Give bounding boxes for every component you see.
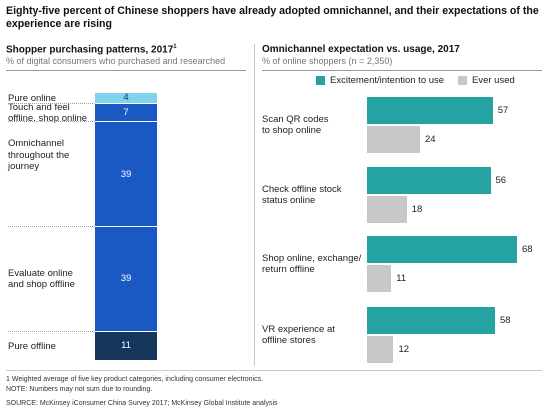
bar-excitement-1 [367,167,491,194]
category-label-line: status online [262,195,316,206]
category-label-line: Scan QR codes [262,113,329,125]
stacked-segment-label-line: Touch and feel [8,101,70,113]
stacked-segment-label-line: Pure online [8,92,57,104]
segment-separator-2 [8,121,95,123]
segment-separator-1 [8,102,95,104]
bar-ever-used-3 [367,336,394,363]
footnote-source: SOURCE: McKinsey iConsumer China Survey … [6,400,278,407]
stacked-segment-label-4: Pure offline [8,341,96,353]
category-label-line: VR experience at [262,323,335,335]
stacked-segment-label-line: Pure offline [8,340,56,352]
panel-divider [254,44,255,366]
bar-excitement-2 [367,236,517,263]
stacked-segment-value-3: 39 [120,273,132,285]
bar-value-ever-used-3: 12 [398,343,410,355]
stacked-segment-label-1: Touch and feel offline, shop online [8,102,96,125]
right-panel-rule [262,70,542,71]
category-label-line: Shop online, exchange/ [262,252,362,264]
bar-value-excitement-0: 57 [497,104,509,116]
left-panel-subtitle: % of digital consumers who purchased and… [6,56,226,66]
stacked-segment-2 [95,122,157,226]
left-panel-title: Shopper purchasing patterns, 20171 [6,44,177,55]
segment-separator-3 [8,226,95,227]
bar-ever-used-1 [367,196,407,223]
footnote-note: NOTE: Numbers may not sum due to roundin… [6,386,153,393]
legend-swatch-ever-used [458,76,467,85]
stacked-segment-label-line: Omnichannel [8,138,64,150]
stacked-segment-label-line: Evaluate online [8,267,73,279]
bar-value-ever-used-1: 18 [411,203,423,215]
stacked-segment-value-4: 11 [121,340,131,352]
legend-swatch-excitement [316,76,325,85]
stacked-segment-label-2: Omnichannel throughout the journey [8,138,96,173]
left-panel-title-footnote-mark: 1 [173,44,177,50]
legend-label-excitement: Excitement/intention to use [330,75,445,86]
stacked-segment-0 [95,93,157,103]
legend-label-ever-used: Ever used [472,75,515,86]
bar-value-ever-used-2: 11 [396,272,407,284]
category-label-line: return offline [262,264,315,275]
stacked-segment-4 [95,331,157,360]
bar-value-ever-used-0: 24 [424,133,436,145]
category-label-3: VR experience at offline stores [262,324,372,347]
stacked-segment-label-line: and shop offline [8,279,75,291]
bar-value-excitement-1: 56 [495,174,507,186]
category-label-1: Check offline stock status online [262,184,372,207]
category-label-0: Scan QR codes to shop online [262,114,372,137]
left-panel-title-text: Shopper purchasing patterns, 2017 [6,44,174,56]
category-label-line: Check offline stock [262,183,342,195]
stacked-segment-label-3: Evaluate online and shop offline [8,268,96,291]
category-label-2: Shop online, exchange/return offline [262,253,372,276]
stacked-segment-value-0: 4 [123,92,129,104]
stacked-segment-label-line: offline, shop online [8,113,88,125]
bar-ever-used-2 [367,265,392,292]
chart-headline: Eighty-five percent of Chinese shoppers … [6,5,539,30]
stacked-segment-3 [95,227,157,331]
stacked-segment-value-1: 7 [123,107,129,119]
footnote-rule [6,370,542,371]
category-label-line: to shop online [262,125,322,136]
bar-excitement-0 [367,97,493,124]
right-panel-title: Omnichannel expectation vs. usage, 2017 [262,44,460,55]
stacked-segment-1 [95,103,157,122]
category-label-line: offline stores [262,335,316,346]
right-panel-subtitle: % of online shoppers (n = 2,350) [262,56,393,66]
stacked-segment-label-line: throughout the [8,149,70,161]
bar-value-excitement-3: 58 [499,314,511,326]
segment-separator-4 [8,330,95,332]
stacked-segment-label-line: journey [8,161,40,173]
bar-ever-used-0 [367,126,420,153]
left-panel-rule [6,70,246,71]
footnote-1: 1 Weighted average of five key product c… [6,376,264,383]
stacked-segment-label-0: Pure online [8,93,96,105]
stacked-segment-value-2: 39 [120,168,132,180]
bar-value-excitement-2: 68 [522,243,533,255]
bar-excitement-3 [367,307,495,334]
